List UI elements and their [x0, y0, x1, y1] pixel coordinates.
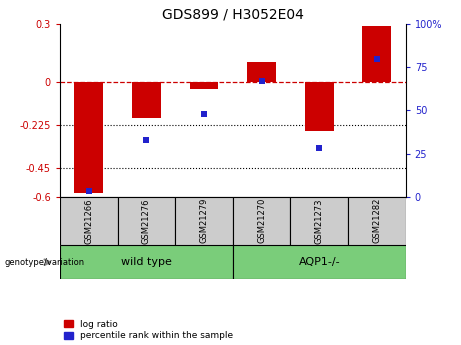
- Bar: [247, 62, 276, 82]
- Bar: [305, 82, 334, 130]
- Text: GSM21282: GSM21282: [372, 198, 381, 244]
- Title: GDS899 / H3052E04: GDS899 / H3052E04: [162, 8, 304, 22]
- Point: [142, 137, 150, 142]
- Bar: [60, 245, 233, 279]
- Text: GSM21266: GSM21266: [84, 198, 93, 244]
- Bar: [60, 197, 118, 245]
- Text: GSM21279: GSM21279: [200, 198, 208, 244]
- Bar: [74, 82, 103, 193]
- Point: [258, 78, 266, 84]
- Text: GSM21270: GSM21270: [257, 198, 266, 244]
- Point: [85, 189, 92, 194]
- Legend: log ratio, percentile rank within the sample: log ratio, percentile rank within the sa…: [65, 320, 233, 341]
- Bar: [132, 82, 161, 118]
- Bar: [362, 26, 391, 82]
- Point: [373, 56, 381, 61]
- Bar: [189, 82, 219, 89]
- Point: [315, 146, 323, 151]
- Text: genotype/variation: genotype/variation: [5, 258, 85, 267]
- Text: GSM21273: GSM21273: [315, 198, 324, 244]
- Text: wild type: wild type: [121, 257, 172, 267]
- Bar: [348, 197, 406, 245]
- Bar: [233, 245, 406, 279]
- Bar: [290, 197, 348, 245]
- Point: [200, 111, 207, 117]
- Bar: [118, 197, 175, 245]
- Text: GSM21276: GSM21276: [142, 198, 151, 244]
- Bar: [175, 197, 233, 245]
- Text: AQP1-/-: AQP1-/-: [298, 257, 340, 267]
- Bar: [233, 197, 290, 245]
